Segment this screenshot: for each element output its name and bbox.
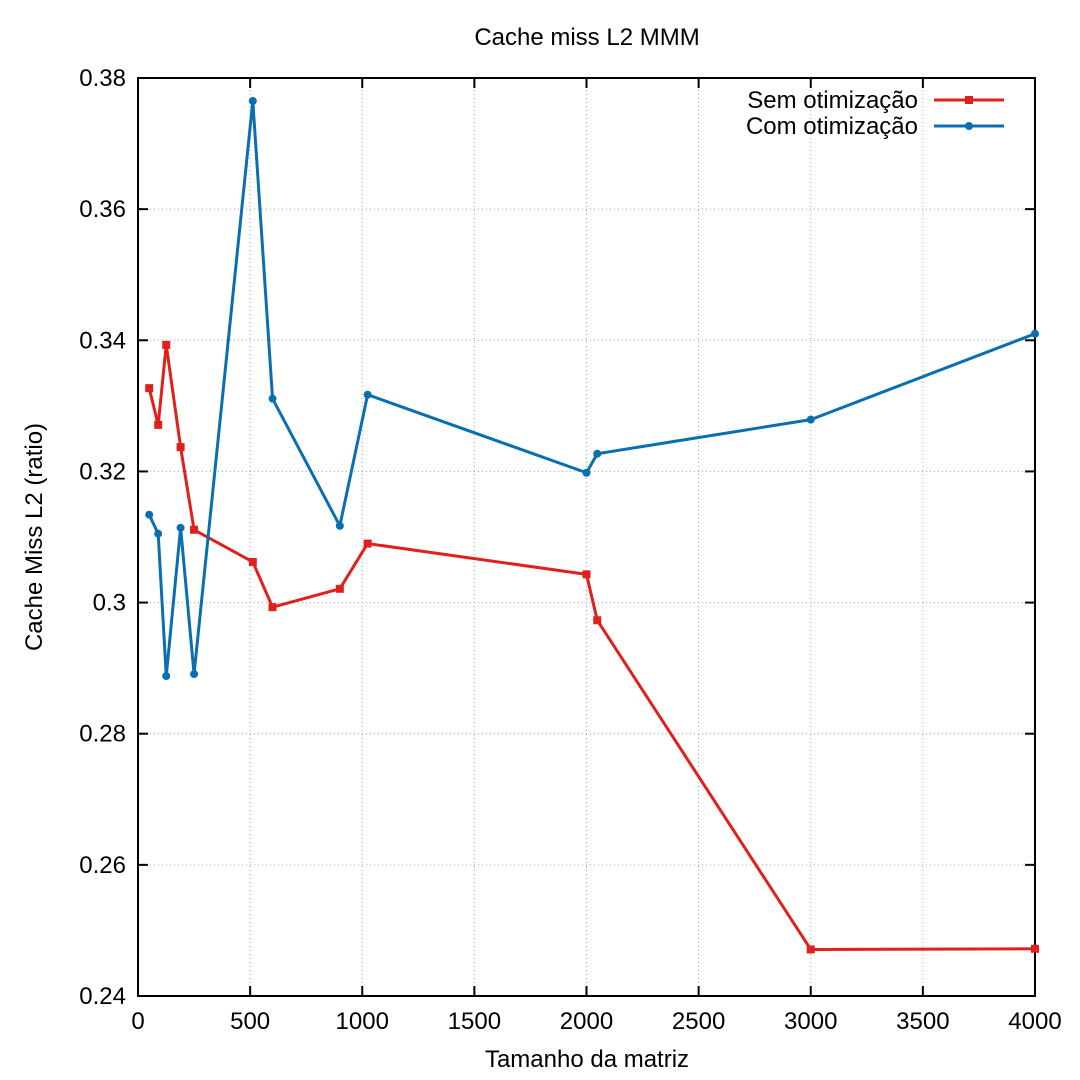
grid-lines: [138, 78, 1035, 996]
series-com-otimizacao: [145, 96, 1039, 681]
x-tick-label: 4000: [1008, 1008, 1061, 1035]
data-point: [190, 670, 199, 679]
y-tick-label: 0.28: [79, 721, 126, 748]
legend-marker: [965, 96, 973, 104]
y-tick-label: 0.24: [79, 983, 126, 1010]
data-point: [582, 570, 591, 579]
series-line: [147, 343, 1036, 951]
series-sem-otimizacao: [145, 340, 1039, 954]
data-point: [363, 390, 372, 399]
data-point: [248, 557, 257, 566]
data-point: [176, 523, 185, 532]
x-tick-label: 3500: [896, 1008, 949, 1035]
series-line: [147, 99, 1036, 678]
chart-title: Cache miss L2 MMM: [474, 24, 699, 51]
data-point: [268, 603, 277, 612]
data-point: [145, 510, 154, 519]
series-layer: [145, 96, 1039, 954]
data-point: [154, 529, 163, 538]
data-point: [582, 468, 591, 477]
y-tick-label: 0.34: [79, 327, 126, 354]
x-tick-label: 500: [230, 1008, 270, 1035]
y-tick-label: 0.26: [79, 852, 126, 879]
legend-label: Com otimização: [746, 113, 918, 140]
plot-frame: [137, 77, 1036, 997]
data-point: [176, 443, 185, 452]
y-tick-label: 0.32: [79, 458, 126, 485]
y-axis-label: Cache Miss L2 (ratio): [21, 423, 48, 651]
x-tick-label: 1500: [448, 1008, 501, 1035]
x-tick-label: 3000: [784, 1008, 837, 1035]
y-tick-label: 0.38: [79, 65, 126, 92]
data-point: [162, 672, 171, 681]
data-point: [190, 525, 199, 534]
x-axis-label: Tamanho da matriz: [485, 1046, 689, 1073]
data-point: [806, 945, 815, 954]
x-tick-label: 2000: [560, 1008, 613, 1035]
y-tick-label: 0.36: [79, 196, 126, 223]
data-point: [593, 616, 602, 625]
data-point: [363, 539, 372, 548]
axis-ticks: 0 500 1000 1500 2000 2500 3000 3500 4000 0.24 0.26…: [79, 65, 1061, 1035]
data-point: [248, 96, 257, 105]
data-point: [593, 449, 602, 458]
y-tick-label: 0.3: [93, 590, 126, 617]
legend-marker: [965, 122, 973, 130]
data-point: [154, 420, 163, 429]
data-point: [145, 384, 154, 393]
data-point: [335, 521, 344, 530]
data-point: [1031, 944, 1039, 953]
data-point: [806, 415, 815, 424]
data-point: [1031, 329, 1039, 338]
data-point: [162, 340, 171, 349]
x-tick-label: 1000: [336, 1008, 389, 1035]
x-tick-label: 2500: [672, 1008, 725, 1035]
data-point: [268, 394, 277, 403]
data-point: [335, 584, 344, 593]
x-tick-label: 0: [131, 1008, 144, 1035]
legend-label: Sem otimização: [747, 87, 918, 114]
